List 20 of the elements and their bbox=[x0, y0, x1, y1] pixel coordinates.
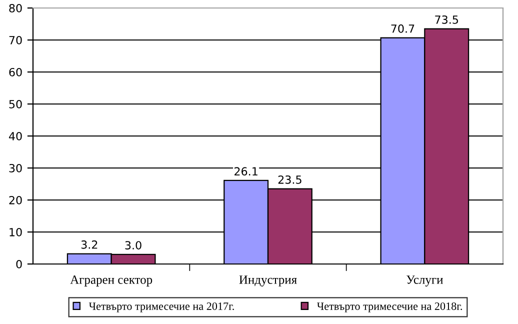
y-tick-label: 20 bbox=[9, 196, 22, 204]
legend-label: Четвърто тримесечие на 2017г. bbox=[88, 302, 234, 312]
y-tick-label: 70 bbox=[9, 36, 22, 44]
y-tick-label: 0 bbox=[16, 260, 22, 268]
text: 23.5 bbox=[278, 175, 302, 184]
text: 26.1 bbox=[234, 167, 258, 176]
text: 3.2 bbox=[81, 240, 98, 249]
text: 73.5 bbox=[435, 15, 458, 24]
y-tick-label: 10 bbox=[10, 228, 22, 236]
y-tick-label: 60 bbox=[9, 68, 22, 76]
legend-label: Четвърто тримесечие на 2018г. bbox=[317, 302, 462, 312]
text: 3.0 bbox=[125, 241, 142, 250]
x-tick-label: Индустрия bbox=[239, 276, 297, 286]
text: 70.7 bbox=[391, 24, 414, 33]
x-tick-label: Услуги bbox=[406, 276, 443, 286]
y-tick-label: 30 bbox=[9, 164, 22, 172]
x-tick-label: Аграрен сектор bbox=[70, 276, 152, 286]
y-tick-label: 80 bbox=[9, 4, 22, 12]
y-tick-label: 40 bbox=[8, 132, 22, 140]
y-tick-label: 50 bbox=[9, 100, 22, 108]
